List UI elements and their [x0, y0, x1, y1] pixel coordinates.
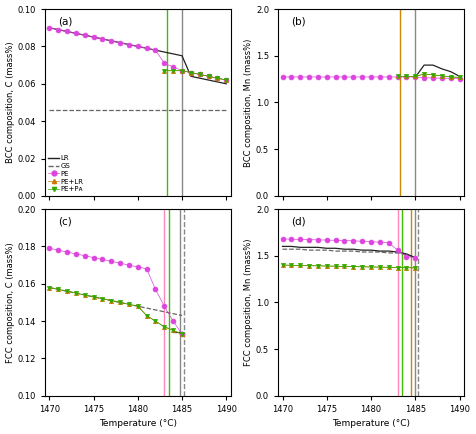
Y-axis label: FCC composition, Mn (mass%): FCC composition, Mn (mass%)	[244, 239, 253, 366]
Legend: LR, GS, PE, PE+LR, PE+Pᴀ: LR, GS, PE, PE+LR, PE+Pᴀ	[47, 154, 85, 194]
Y-axis label: BCC composition, Mn (mass%): BCC composition, Mn (mass%)	[244, 38, 253, 167]
Text: (c): (c)	[58, 217, 71, 227]
Text: (d): (d)	[291, 217, 306, 227]
Y-axis label: BCC composition, C (mass%): BCC composition, C (mass%)	[6, 42, 15, 163]
X-axis label: Temperature (°C): Temperature (°C)	[99, 419, 177, 428]
Text: (a): (a)	[58, 16, 72, 26]
Y-axis label: FCC composition, C (mass%): FCC composition, C (mass%)	[6, 242, 15, 363]
Text: (b): (b)	[291, 16, 306, 26]
X-axis label: Temperature (°C): Temperature (°C)	[332, 419, 410, 428]
